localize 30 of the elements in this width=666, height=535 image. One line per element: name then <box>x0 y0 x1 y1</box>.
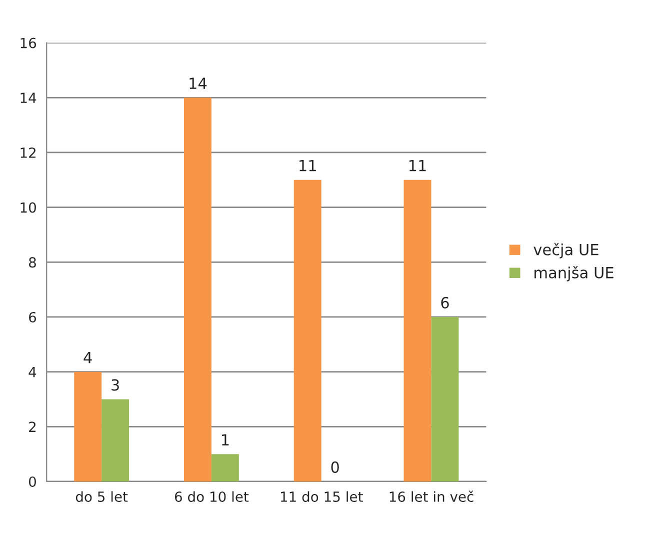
y-tick-label: 14 <box>20 92 36 103</box>
x-tick-label: do 5 let <box>76 491 128 502</box>
y-tick-label: 12 <box>20 147 36 158</box>
bar <box>431 316 459 482</box>
legend-label: večja UE <box>534 242 598 258</box>
data-label: 0 <box>331 461 339 473</box>
bar <box>404 180 432 482</box>
y-tick-label: 8 <box>29 257 36 268</box>
bar <box>294 180 322 482</box>
bar <box>74 372 102 482</box>
legend-label: manjša UE <box>534 266 614 282</box>
data-label: 14 <box>190 78 207 89</box>
y-tick-label: 2 <box>29 422 36 432</box>
x-tick-label: 11 do 15 let <box>280 491 363 502</box>
bar <box>211 454 239 482</box>
data-label: 11 <box>300 160 316 172</box>
data-label: 11 <box>409 160 426 172</box>
x-tick-label: 6 do 10 let <box>174 491 249 502</box>
bar <box>184 98 212 482</box>
data-label: 1 <box>222 434 229 446</box>
y-tick-label: 4 <box>28 366 36 378</box>
y-tick-label: 0 <box>28 476 36 487</box>
y-tick-label: 16 <box>20 38 36 48</box>
y-tick-label: 10 <box>20 202 36 213</box>
y-tick-label: 6 <box>29 312 36 322</box>
data-label: 4 <box>84 352 92 364</box>
data-label: 6 <box>441 296 449 308</box>
bar <box>102 399 130 482</box>
data-label: 3 <box>112 379 119 391</box>
x-tick-label: 16 let in več <box>390 490 474 502</box>
